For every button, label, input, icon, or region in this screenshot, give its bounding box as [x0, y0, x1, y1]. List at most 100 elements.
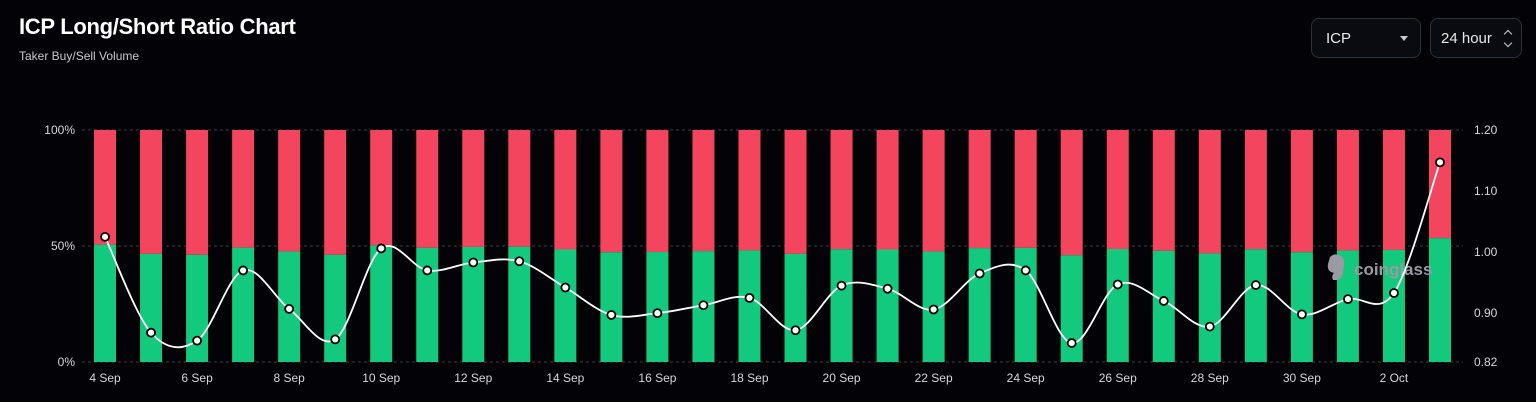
bar-long [968, 248, 991, 362]
watermark: coinglass [1327, 254, 1432, 280]
ratio-point [974, 268, 985, 279]
x-tick-label: 28 Sep [1191, 371, 1229, 385]
y-left-tick-label: 50% [51, 239, 75, 253]
x-tick-label: 2 Oct [1380, 371, 1409, 385]
ratio-point [652, 308, 663, 319]
chevron-down-icon [1400, 35, 1408, 41]
bar-long [600, 252, 623, 362]
x-tick-label: 30 Sep [1283, 371, 1321, 385]
bar-long [324, 254, 347, 362]
x-tick-label: 8 Sep [273, 371, 305, 385]
y-right-tick-label: 0.90 [1474, 306, 1498, 320]
ratio-point [284, 303, 295, 314]
bar-short [1244, 130, 1267, 250]
bar-short [922, 130, 945, 252]
ratio-point [1296, 309, 1307, 320]
ratio-point [100, 231, 110, 242]
ratio-point [836, 280, 847, 291]
bar-short [278, 130, 301, 252]
x-tick-label: 10 Sep [362, 371, 400, 385]
bar-long [1244, 249, 1267, 362]
bar-long [1152, 250, 1175, 362]
bar-short [1198, 130, 1221, 254]
ratio-point [1250, 280, 1261, 290]
bar-short [646, 130, 669, 253]
coinglass-logo-icon [1327, 254, 1345, 280]
x-tick-label: 14 Sep [546, 371, 584, 385]
ratio-point [376, 243, 387, 254]
bar-long [738, 250, 761, 362]
bar-short [232, 130, 255, 248]
bar-long [1428, 238, 1451, 362]
ratio-series-line [104, 162, 1441, 349]
bar-long [1060, 255, 1083, 362]
ratio-point [1112, 279, 1123, 290]
chart-bars [94, 130, 1451, 362]
bar-short [416, 130, 439, 248]
bar-short [1014, 130, 1037, 248]
bar-short [554, 130, 577, 250]
ratio-point [238, 265, 249, 276]
bar-short [508, 130, 531, 247]
y-left-tick-label: 0% [58, 355, 76, 369]
bar-short [94, 130, 117, 245]
x-tick-label: 24 Sep [1007, 371, 1045, 385]
bar-short [600, 130, 623, 253]
bar-long [1106, 249, 1129, 362]
bar-short [324, 130, 347, 255]
bar-long [784, 253, 807, 362]
chart-axes: 0% 50% 100% 0.82 0.90 1.00 1.10 1.20 4 Sep 6 Sep 8… [44, 123, 1497, 385]
bar-short [968, 130, 991, 249]
ratio-point [1020, 265, 1031, 276]
x-tick-label: 26 Sep [1099, 371, 1137, 385]
coin-select[interactable]: ICP [1311, 18, 1421, 58]
x-tick-label: 12 Sep [454, 371, 492, 385]
period-select[interactable]: 24 hour [1430, 18, 1522, 58]
ratio-point [146, 327, 156, 338]
watermark-text: coinglass [1354, 260, 1432, 279]
bar-short [1428, 130, 1451, 239]
ratio-point [330, 334, 341, 345]
x-tick-label: 18 Sep [730, 371, 768, 385]
bar-long [1014, 247, 1037, 362]
bar-short [462, 130, 485, 247]
bar-short [1060, 130, 1083, 256]
x-tick-label: 22 Sep [915, 371, 953, 385]
bar-short [1106, 130, 1129, 250]
x-tick-label: 6 Sep [181, 371, 213, 385]
bar-short [370, 130, 393, 246]
ratio-point [1204, 321, 1215, 332]
y-right-tick-label: 1.20 [1474, 123, 1498, 137]
bar-long [554, 249, 577, 362]
ratio-point [1066, 338, 1077, 348]
period-select-value: 24 hour [1441, 29, 1492, 47]
bar-short [1336, 130, 1359, 251]
bar-long [876, 249, 899, 362]
ratio-point [790, 325, 801, 336]
bar-short [186, 130, 209, 255]
bar-long [508, 246, 531, 362]
bar-short [1152, 130, 1175, 251]
x-tick-label: 4 Sep [89, 371, 121, 385]
coin-select-value: ICP [1326, 29, 1352, 47]
bar-long [186, 254, 209, 362]
bar-long [140, 253, 163, 362]
ratio-point [1435, 157, 1445, 168]
ratio-point [606, 310, 617, 320]
ratio-point [928, 304, 939, 315]
ratio-point [744, 292, 755, 303]
page-title: ICP Long/Short Ratio Chart [19, 14, 296, 39]
ratio-point [1343, 294, 1353, 305]
bar-long [462, 246, 485, 362]
bar-short [738, 130, 761, 251]
bar-short [140, 130, 163, 254]
bar-long [370, 245, 393, 362]
bar-long [416, 247, 439, 362]
ratio-point [468, 257, 479, 268]
bar-short [1382, 130, 1405, 250]
bar-long [94, 244, 117, 362]
y-left-tick-label: 100% [44, 123, 75, 137]
bar-short [784, 130, 807, 254]
ratio-point [422, 265, 433, 276]
